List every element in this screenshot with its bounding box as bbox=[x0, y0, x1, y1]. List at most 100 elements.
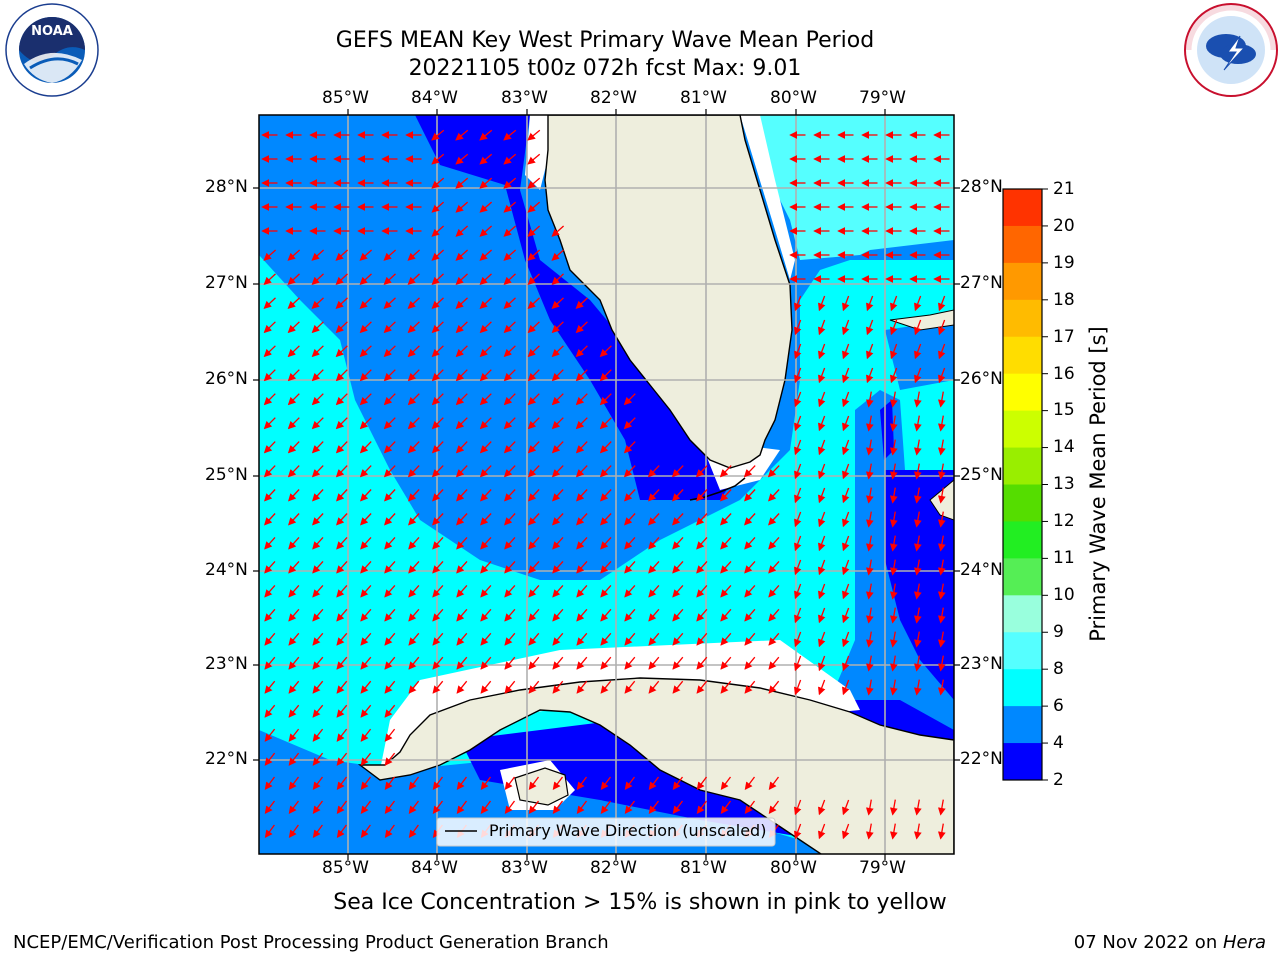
wave-arrow bbox=[455, 393, 468, 406]
wave-arrow bbox=[818, 799, 826, 816]
wave-arrow bbox=[551, 321, 564, 334]
wave-arrow bbox=[552, 776, 564, 791]
wave-arrow bbox=[287, 393, 300, 406]
wave-arrow bbox=[648, 536, 660, 550]
wave-arrow bbox=[432, 513, 444, 526]
wave-arrow bbox=[503, 393, 516, 406]
wave-arrow bbox=[287, 441, 300, 454]
wave-arrow bbox=[818, 295, 826, 312]
wave-arrow bbox=[312, 752, 324, 766]
wave-arrow bbox=[336, 776, 348, 791]
wave-arrow bbox=[335, 249, 349, 261]
wave-arrow bbox=[575, 369, 588, 382]
wave-arrow bbox=[866, 295, 874, 312]
wave-arrow bbox=[455, 441, 468, 454]
wave-arrow bbox=[456, 536, 468, 550]
wave-arrow bbox=[383, 321, 396, 334]
wave-arrow bbox=[624, 680, 636, 694]
wave-arrow bbox=[336, 608, 348, 622]
wave-arrow bbox=[575, 297, 588, 309]
wave-arrow bbox=[360, 824, 371, 839]
wave-arrow bbox=[288, 752, 300, 766]
wave-arrow bbox=[672, 584, 684, 598]
lon-label-bottom: 82°W bbox=[590, 858, 637, 878]
colorbar-segment bbox=[1003, 484, 1042, 522]
wave-arrow bbox=[794, 415, 802, 432]
wave-arrow bbox=[576, 776, 588, 791]
wave-arrow bbox=[913, 631, 922, 648]
wave-arrow bbox=[408, 560, 420, 574]
wave-arrow bbox=[288, 704, 300, 718]
wave-arrow bbox=[768, 584, 780, 598]
wave-arrow bbox=[865, 631, 874, 648]
wave-arrow bbox=[794, 823, 802, 840]
lon-label-bottom: 80°W bbox=[770, 858, 817, 878]
wave-arrow bbox=[432, 560, 444, 574]
wave-arrow bbox=[336, 680, 348, 694]
wave-arrow bbox=[672, 656, 684, 670]
wave-arrow bbox=[336, 824, 347, 839]
wave-arrow bbox=[336, 513, 348, 526]
wave-arrow bbox=[312, 489, 324, 502]
wave-arrow bbox=[552, 632, 564, 646]
wave-arrow bbox=[288, 656, 300, 670]
wave-arrow bbox=[359, 393, 372, 406]
wave-arrow bbox=[672, 680, 684, 694]
wave-arrow bbox=[431, 393, 444, 406]
wave-arrow bbox=[288, 800, 300, 815]
lon-label-bottom: 84°W bbox=[411, 858, 458, 878]
wave-arrow bbox=[818, 487, 826, 504]
wave-arrow bbox=[455, 417, 468, 430]
wave-arrow bbox=[527, 177, 541, 189]
wave-arrow bbox=[503, 201, 517, 213]
colorbar-tick: 11 bbox=[1053, 548, 1075, 568]
map-title: GEFS MEAN Key West Primary Wave Mean Per… bbox=[335, 28, 875, 53]
map-subtitle: 20221105 t00z 072h fcst Max: 9.01 bbox=[408, 56, 802, 81]
wave-arrow bbox=[455, 297, 468, 309]
wave-arrow bbox=[794, 607, 802, 624]
wave-arrow bbox=[504, 680, 516, 694]
wave-arrow bbox=[889, 607, 898, 624]
wave-arrow bbox=[408, 584, 420, 598]
wave-arrow bbox=[914, 319, 922, 336]
wave-arrow bbox=[768, 513, 780, 526]
colorbar-tick: 13 bbox=[1053, 474, 1075, 494]
colorbar-label: Primary Wave Mean Period [s] bbox=[1086, 326, 1110, 642]
wave-arrow bbox=[865, 799, 874, 816]
wave-arrow bbox=[431, 321, 444, 334]
wave-arrow bbox=[696, 632, 708, 646]
wave-arrow bbox=[264, 728, 276, 742]
wave-arrow bbox=[480, 608, 492, 622]
wave-arrow bbox=[528, 489, 540, 502]
wave-arrow bbox=[552, 584, 564, 598]
wave-arrow bbox=[600, 536, 612, 550]
colorbar-tick: 21 bbox=[1053, 179, 1075, 199]
wave-arrow bbox=[937, 487, 946, 504]
wave-arrow bbox=[648, 584, 660, 598]
wave-arrow bbox=[696, 608, 708, 622]
wave-arrow bbox=[312, 632, 324, 646]
wave-arrow bbox=[889, 511, 898, 528]
wave-arrow bbox=[407, 465, 420, 478]
colorbar-segment bbox=[1003, 447, 1042, 485]
wave-arrow bbox=[552, 560, 564, 574]
wave-arrow bbox=[455, 321, 468, 334]
wave-arrow bbox=[503, 465, 516, 478]
wave-arrow bbox=[336, 536, 348, 550]
wave-arrow bbox=[528, 560, 540, 574]
wave-arrow bbox=[720, 656, 732, 670]
wave-arrow bbox=[576, 608, 588, 622]
wave-arrow bbox=[794, 391, 802, 408]
wave-arrow bbox=[504, 513, 516, 526]
wave-arrow bbox=[384, 584, 396, 598]
wave-arrow bbox=[744, 560, 756, 574]
wave-arrow bbox=[408, 680, 420, 694]
wave-arrow bbox=[503, 321, 516, 334]
wave-arrow bbox=[336, 704, 348, 718]
wave-arrow bbox=[648, 560, 660, 574]
wave-arrow bbox=[575, 441, 588, 454]
wave-arrow bbox=[503, 369, 516, 382]
colorbar-segment bbox=[1003, 299, 1042, 338]
wave-arrow bbox=[842, 583, 850, 600]
wave-arrow bbox=[287, 297, 300, 309]
